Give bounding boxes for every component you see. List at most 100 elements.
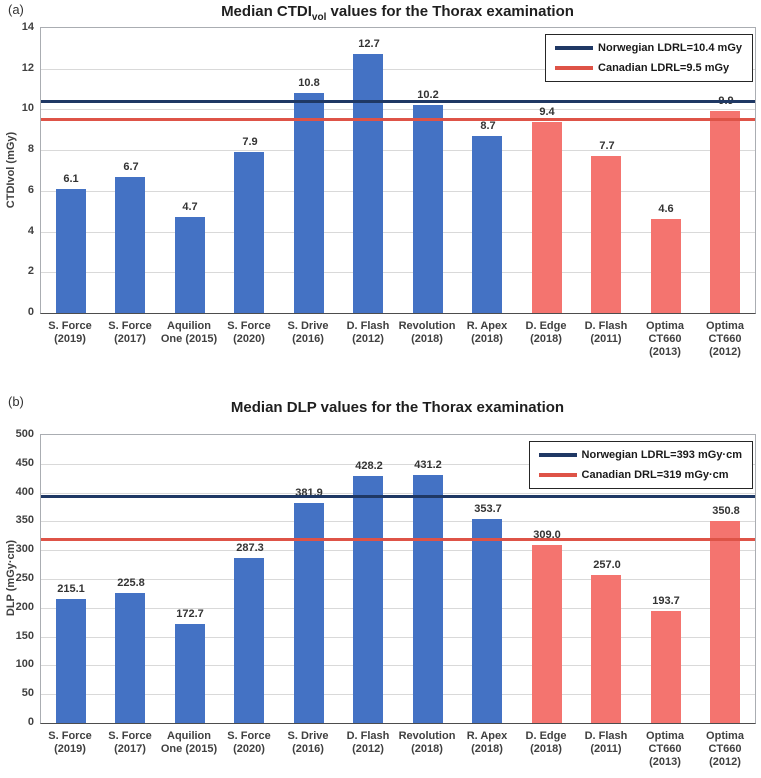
x-category-label-line: D. Flash: [584, 320, 628, 332]
x-category-label: D. Flash (2012): [338, 320, 398, 346]
x-category-label-line: One (2015): [160, 333, 218, 345]
x-category-label: R. Apex (2018): [457, 320, 517, 346]
x-category-label-line: Optima: [646, 730, 684, 742]
legend-line-swatch: [555, 66, 594, 70]
y-tick-label: 150: [15, 630, 34, 642]
bar-d-flash-2011-: [591, 575, 621, 723]
x-category-label-line: (2018): [471, 333, 503, 345]
bar-revolution-2018-: [413, 475, 443, 723]
bar-s-force-2020-: [234, 152, 264, 313]
y-tick-label: 50: [21, 687, 34, 699]
x-category-label: S. Force (2019): [40, 730, 100, 756]
gridline: [41, 109, 755, 110]
x-category-label-line: (2020): [233, 743, 265, 755]
x-category-label-line: CT660: [648, 743, 682, 755]
legend-item-label: Canadian DRL=319 mGy·cm: [581, 469, 729, 481]
bar-aquilion-one-2015-: [175, 217, 205, 313]
bar-d-edge-2018-: [532, 122, 562, 313]
x-category-label-line: S. Force: [108, 320, 152, 332]
x-category-label-line: (2012): [709, 756, 741, 768]
bar-s-force-2019-: [56, 599, 86, 723]
y-axis-ticks-b: 0 50 100 150 200 250 300 350 400 450 500: [0, 428, 34, 728]
x-category-label-line: (2017): [114, 743, 146, 755]
bar-value-label: 215.1: [57, 583, 85, 595]
y-tick-label: 100: [15, 658, 34, 670]
reference-line-canadian: [41, 118, 755, 121]
legend: Norwegian LDRL=393 mGy·cm Canadian DRL=31…: [528, 441, 753, 489]
bar-s-force-2017-: [115, 593, 145, 723]
bar-optima-ct660-2012-: [710, 521, 740, 723]
x-category-label-line: (2012): [352, 333, 384, 345]
x-category-label-line: Aquilion: [167, 730, 211, 742]
x-category-label: Revolution (2018): [397, 320, 457, 346]
x-category-label: D. Edge (2018): [516, 320, 576, 346]
bar-d-flash-2011-: [591, 156, 621, 313]
x-category-label-line: D. Flash: [584, 730, 628, 742]
y-tick-label: 14: [21, 21, 34, 33]
x-category-label-line: (2018): [411, 743, 443, 755]
gridline: [41, 608, 755, 609]
x-category-label-line: (2017): [114, 333, 146, 345]
x-category-label: Optima CT660 (2012): [695, 730, 755, 769]
legend-line-swatch: [538, 453, 577, 457]
x-category-label: Aquilion One (2015): [159, 730, 219, 756]
bar-value-label: 193.7: [652, 595, 680, 607]
y-tick-label: 2: [27, 265, 34, 277]
x-category-label-line: (2018): [411, 333, 443, 345]
bar-s-drive-2016-: [294, 503, 324, 723]
legend-line-swatch: [555, 46, 594, 50]
x-category-label-line: (2011): [590, 333, 622, 345]
x-category-label-line: Optima: [706, 730, 744, 742]
gridline: [41, 637, 755, 638]
gridline: [41, 521, 755, 522]
gridline: [41, 191, 755, 192]
title-text: Median CTDI: [221, 3, 312, 20]
x-category-label: Revolution (2018): [397, 730, 457, 756]
chart-title-a: Median CTDIvol values for the Thorax exa…: [40, 3, 755, 23]
x-category-label: D. Flash (2012): [338, 730, 398, 756]
reference-line-norwegian: [41, 495, 755, 498]
bar-optima-ct660-2013-: [651, 219, 681, 313]
bar-value-label: 353.7: [474, 503, 502, 515]
x-category-label-line: (2018): [530, 333, 562, 345]
gridline: [41, 232, 755, 233]
bar-value-label: 257.0: [593, 559, 621, 571]
legend-item-norwegian: Norwegian LDRL=10.4 mGy: [555, 42, 742, 54]
bar-s-drive-2016-: [294, 93, 324, 313]
bar-value-label: 431.2: [414, 459, 442, 471]
gridline: [41, 272, 755, 273]
bar-r-apex-2018-: [472, 136, 502, 313]
y-tick-label: 4: [27, 225, 34, 237]
x-category-label: Aquilion One (2015): [159, 320, 219, 346]
bar-s-force-2020-: [234, 558, 264, 723]
bar-value-label: 287.3: [236, 542, 264, 554]
x-category-label-line: (2019): [54, 333, 86, 345]
bar-value-label: 8.7: [480, 120, 496, 132]
reference-line-canadian: [41, 538, 755, 541]
x-category-label-line: S. Drive: [287, 730, 329, 742]
bar-value-label: 225.8: [117, 577, 145, 589]
x-category-label: D. Flash (2011): [576, 320, 636, 346]
legend-item-canadian: Canadian LDRL=9.5 mGy: [555, 62, 742, 74]
x-category-label: S. Force (2020): [219, 320, 279, 346]
x-category-label-line: S. Drive: [287, 320, 329, 332]
y-tick-label: 8: [27, 143, 34, 155]
bar-value-label: 7.7: [599, 140, 615, 152]
bar-optima-ct660-2013-: [651, 611, 681, 723]
x-category-label: Optima CT660 (2013): [635, 320, 695, 359]
bar-s-force-2017-: [115, 177, 145, 313]
x-category-label: D. Flash (2011): [576, 730, 636, 756]
title-subscript: vol: [311, 12, 327, 23]
bar-value-label: 350.8: [712, 505, 740, 517]
gridline: [41, 550, 755, 551]
bar-value-label: 4.6: [658, 203, 674, 215]
x-category-label-line: (2013): [649, 756, 681, 768]
x-category-label: Optima CT660 (2013): [635, 730, 695, 769]
x-category-label-line: (2018): [471, 743, 503, 755]
y-tick-label: 300: [15, 543, 34, 555]
gridline: [41, 150, 755, 151]
title-text-suffix: values for the Thorax examination: [326, 3, 574, 20]
bar-value-label: 10.2: [417, 89, 439, 101]
panel-label-b: (b): [8, 394, 24, 409]
